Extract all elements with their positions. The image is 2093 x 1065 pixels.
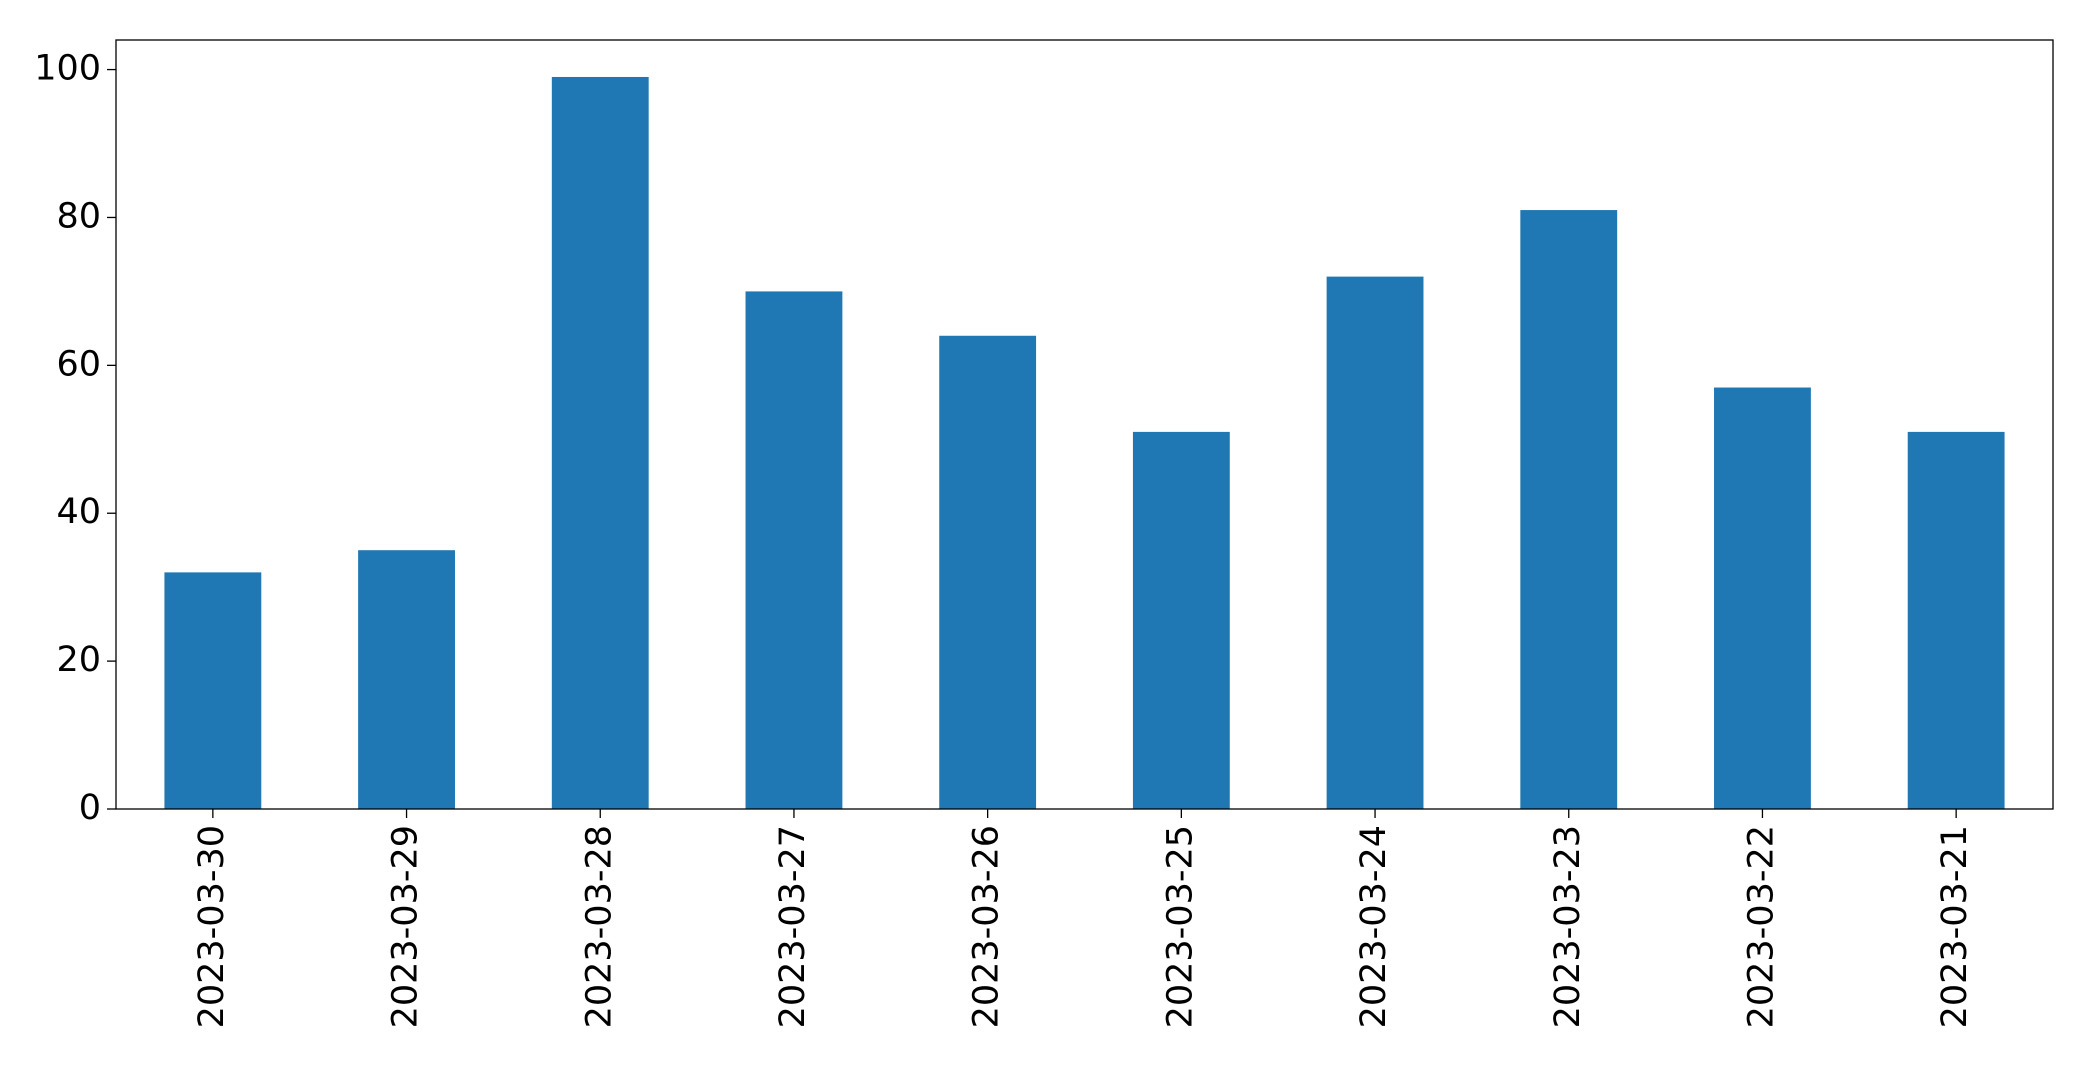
bar (358, 550, 455, 809)
y-tick-label: 60 (56, 344, 101, 384)
x-tick-label: 2023-03-28 (579, 825, 619, 1028)
bar (939, 335, 1037, 809)
bar (1907, 431, 2005, 809)
y-tick-label: 80 (56, 196, 101, 236)
bar (164, 572, 262, 809)
x-tick-label: 2023-03-22 (1741, 825, 1781, 1028)
x-tick-label: 2023-03-26 (967, 825, 1007, 1028)
x-tick-label: 2023-03-24 (1354, 825, 1394, 1028)
x-tick-label: 2023-03-25 (1160, 825, 1200, 1028)
bar (551, 76, 649, 810)
x-tick-label: 2023-03-27 (773, 825, 813, 1028)
bar (1520, 210, 1618, 809)
y-tick-label: 40 (56, 492, 101, 532)
bar (1132, 431, 1230, 809)
y-tick-label: 0 (79, 788, 101, 828)
bar (745, 291, 843, 810)
plot-frame (115, 39, 2054, 810)
x-tick-label: 2023-03-21 (1935, 825, 1975, 1028)
x-tick-label: 2023-03-29 (386, 825, 426, 1028)
bar (1326, 276, 1424, 810)
y-tick-label: 100 (34, 49, 101, 89)
x-tick-label: 2023-03-30 (192, 825, 232, 1028)
x-tick-label: 2023-03-23 (1548, 825, 1588, 1028)
bar (1714, 387, 1811, 809)
y-tick-label: 20 (56, 640, 101, 680)
